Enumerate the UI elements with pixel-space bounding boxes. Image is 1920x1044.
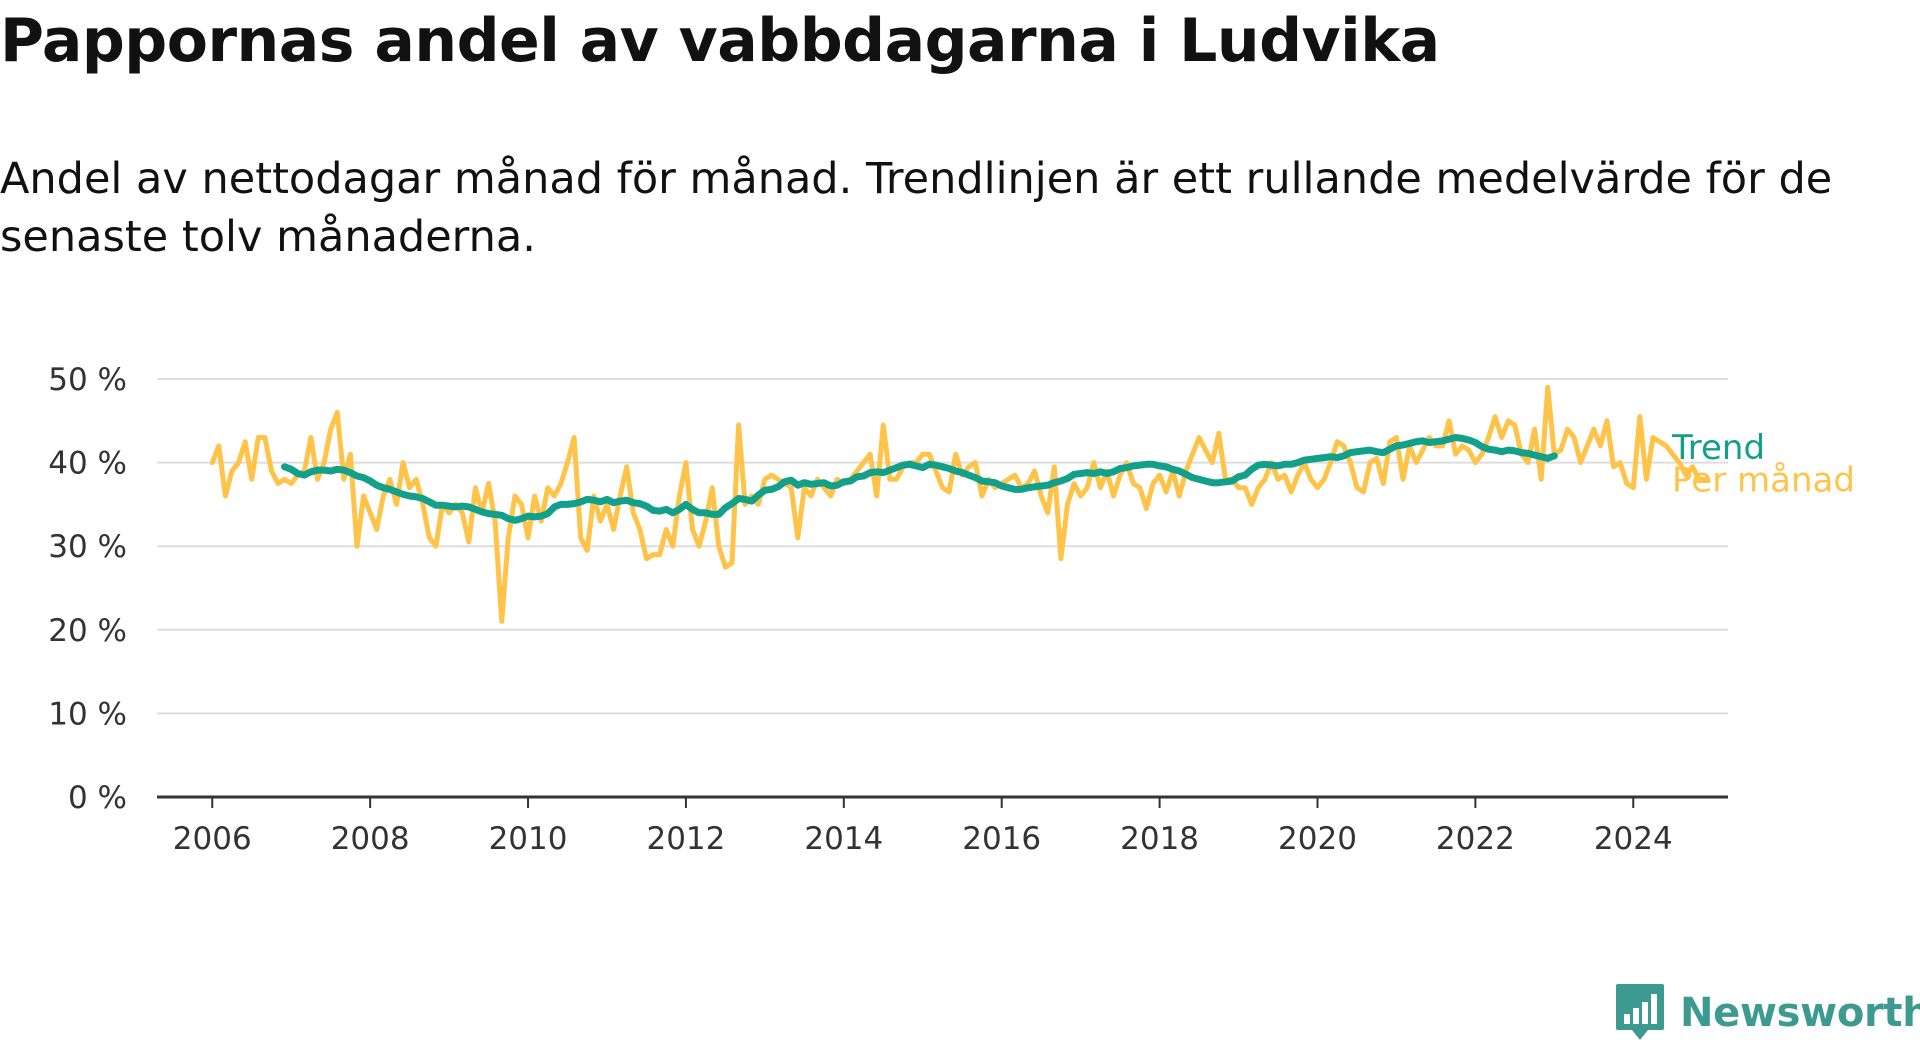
y-tick-label: 30 %	[48, 529, 127, 565]
x-tick-label: 2024	[1594, 821, 1673, 857]
x-tick-label: 2006	[173, 821, 252, 857]
y-tick-label: 20 %	[48, 613, 127, 649]
brand-name: Newsworthy	[1680, 990, 1920, 1036]
x-tick-label: 2018	[1120, 821, 1199, 857]
y-tick-label: 40 %	[48, 446, 127, 482]
y-tick-label: 0 %	[68, 780, 127, 816]
series-lines	[209, 384, 1709, 624]
x-tick-label: 2022	[1436, 821, 1515, 857]
x-tick-label: 2014	[804, 821, 883, 857]
x-axis: 2006 2008 2010 2012 2014 2016 2018 2020 2022 2024	[157, 795, 1728, 857]
chart-subtitle: Andel av nettodagar månad för månad. Tre…	[0, 154, 1833, 262]
series-line-trend	[281, 434, 1558, 524]
series-label: Trend	[1671, 428, 1765, 468]
y-tick-label: 10 %	[48, 696, 127, 732]
gridlines	[157, 378, 1728, 715]
y-tick-label: 50 %	[48, 362, 127, 398]
newsworthy-logo: Newsworthy	[1614, 982, 1920, 1044]
chart-title: Pappornas andel av vabbdagarna i Ludvika	[0, 6, 1440, 76]
y-axis-ticks: 0 % 10 % 20 % 30 % 40 % 50 %	[48, 362, 127, 816]
x-tick-label: 2008	[331, 821, 410, 857]
series-line-per-manad	[209, 384, 1709, 624]
x-tick-label: 2012	[646, 821, 725, 857]
x-tick-label: 2016	[962, 821, 1041, 857]
x-tick-label: 2010	[489, 821, 568, 857]
newsworthy-icon	[1616, 984, 1664, 1040]
x-tick-label: 2020	[1278, 821, 1357, 857]
series-label: Per månad	[1672, 460, 1855, 500]
